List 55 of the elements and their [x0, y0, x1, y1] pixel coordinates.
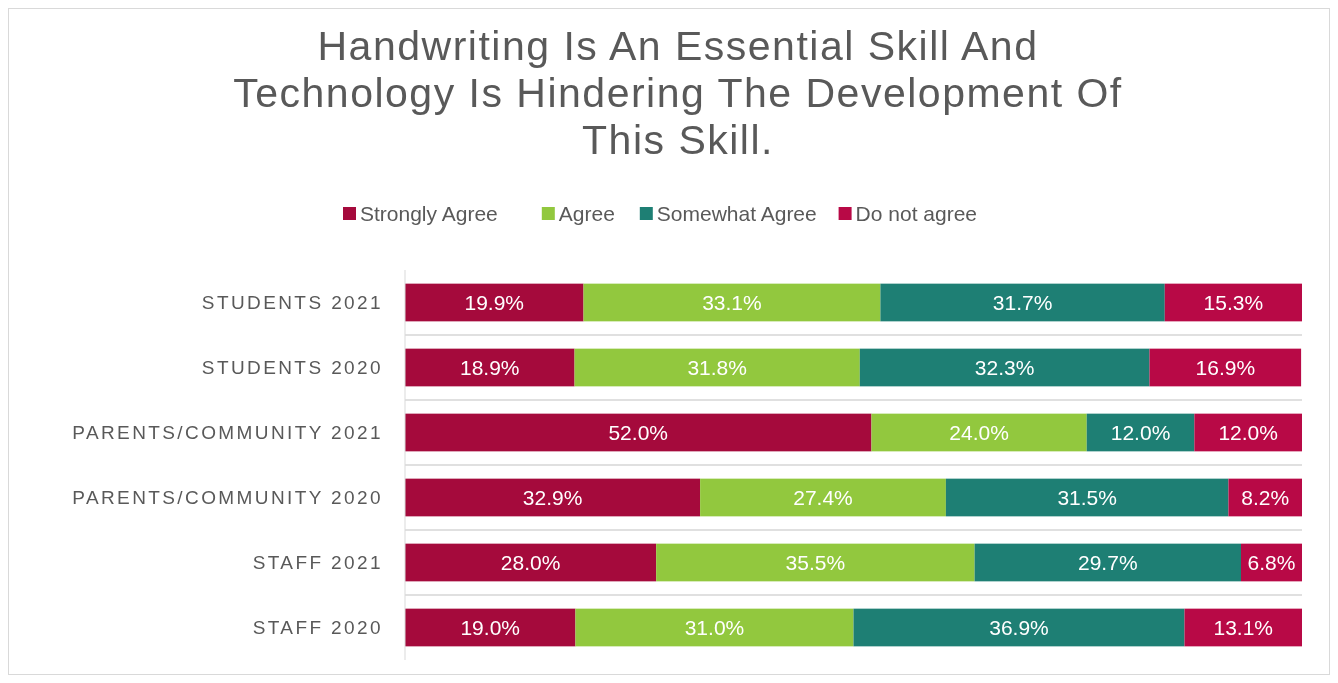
- bar: [405, 543, 657, 582]
- bar: [1164, 283, 1302, 322]
- data-label: 27.4%: [793, 485, 853, 509]
- y-tick-label: STUDENTS 2021: [201, 292, 383, 314]
- data-label: 31.5%: [1057, 485, 1117, 509]
- data-label: 31.7%: [992, 290, 1053, 314]
- data-label: 32.3%: [974, 355, 1035, 379]
- bar: [871, 413, 1087, 452]
- bar: [405, 413, 872, 452]
- bar: [974, 543, 1241, 582]
- data-label: 28.0%: [500, 550, 561, 574]
- data-label: 36.9%: [989, 615, 1049, 639]
- data-label: 6.8%: [1247, 550, 1296, 574]
- bar: [405, 608, 576, 647]
- bar: [405, 283, 584, 322]
- legend-label: Strongly Agree: [360, 202, 498, 226]
- bar: [583, 283, 881, 322]
- data-label: 19.9%: [464, 290, 525, 314]
- data-label: 16.9%: [1195, 355, 1256, 379]
- data-label: 31.0%: [684, 615, 745, 639]
- bar: [574, 348, 860, 387]
- chart-title: Handwriting Is An Essential Skill And Technology Is Hindering The Development Of This Skill.: [233, 23, 1123, 163]
- data-label: 31.8%: [687, 355, 747, 379]
- y-tick-label: STUDENTS 2020: [201, 357, 383, 379]
- y-tick-label: PARENTS/COMMUNITY 2021: [72, 422, 383, 444]
- data-label: 32.9%: [522, 485, 583, 509]
- data-label: 12.0%: [1218, 420, 1278, 444]
- data-label: 13.1%: [1213, 615, 1274, 639]
- y-tick-label: STAFF 2021: [252, 552, 383, 574]
- legend-label: Somewhat Agree: [656, 202, 817, 226]
- bar: [859, 348, 1150, 387]
- data-label: 29.7%: [1078, 550, 1138, 574]
- y-tick-label: STAFF 2020: [252, 617, 383, 639]
- data-label: 19.0%: [460, 615, 520, 639]
- y-tick-label: PARENTS/COMMUNITY 2020: [72, 487, 383, 509]
- data-label: 15.3%: [1203, 290, 1264, 314]
- data-label: 52.0%: [608, 420, 668, 444]
- legend-label: Agree: [558, 202, 615, 226]
- data-label: 24.0%: [949, 420, 1009, 444]
- data-label: 12.0%: [1110, 420, 1171, 444]
- data-label: 35.5%: [785, 550, 846, 574]
- bar: [1149, 348, 1302, 387]
- bar: [700, 478, 946, 517]
- bar: [656, 543, 975, 582]
- bar: [405, 478, 701, 517]
- legend-label: Do not agree: [855, 202, 978, 226]
- bar: [405, 348, 575, 387]
- data-label: 8.2%: [1241, 485, 1290, 509]
- data-label: 18.9%: [459, 355, 520, 379]
- data-label: 33.1%: [702, 290, 762, 314]
- bar: [853, 608, 1185, 647]
- bar: [945, 478, 1229, 517]
- bar: [880, 283, 1165, 322]
- bar: [1184, 608, 1302, 647]
- bar: [575, 608, 854, 647]
